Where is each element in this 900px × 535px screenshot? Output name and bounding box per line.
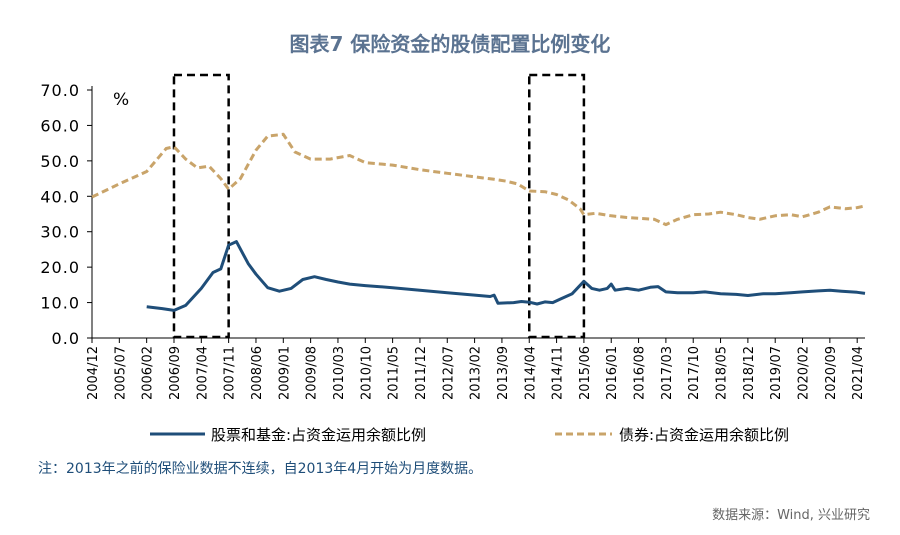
x-tick-label: 2013/02 xyxy=(469,346,484,400)
x-tick-label: 2016/08 xyxy=(633,346,648,400)
x-tick-label: 2010/03 xyxy=(332,346,347,400)
x-tick-label: 2009/08 xyxy=(305,346,320,400)
y-tick-label: 30.0 xyxy=(40,223,80,242)
y-tick-label: 70.0 xyxy=(40,81,80,100)
y-tick-label: 0.0 xyxy=(52,329,80,348)
x-tick-label: 2009/01 xyxy=(277,346,292,400)
footnote: 注：2013年之前的保险业数据不连续，自2013年4月开始为月度数据。 xyxy=(38,461,483,477)
x-tick-label: 2020/09 xyxy=(824,346,839,400)
tick-labels: 0.0 10.0 20.0 30.0 40.0 50.0 60.0 70.0 % 2004/12 2… xyxy=(40,81,866,400)
x-tick-label: 2006/09 xyxy=(168,346,183,400)
x-tick-label: 2020/02 xyxy=(797,346,812,400)
x-tick-label: 2013/09 xyxy=(496,346,511,400)
x-tick-label: 2008/06 xyxy=(250,346,265,400)
x-tick-label: 2018/05 xyxy=(715,346,730,400)
x-tick-label: 2007/04 xyxy=(195,346,210,400)
x-tick-label: 2006/02 xyxy=(141,346,156,400)
x-tick-label: 2011/12 xyxy=(414,346,429,400)
x-tick-label: 2014/11 xyxy=(551,346,566,400)
x-tick-label: 2012/07 xyxy=(441,346,456,400)
x-tick-label: 2021/04 xyxy=(851,346,866,400)
x-tick-label: 2011/05 xyxy=(387,346,402,400)
x-tick-label: 2019/07 xyxy=(769,346,784,400)
x-tick-label: 2005/07 xyxy=(113,346,128,400)
x-tick-label: 2017/10 xyxy=(687,346,702,400)
y-tick-label: 40.0 xyxy=(40,187,80,206)
chart-title: 图表7 保险资金的股债配置比例变化 xyxy=(289,32,611,56)
y-tick-label: 50.0 xyxy=(40,152,80,171)
legend: 股票和基金:占资金运用余额比例 债券:占资金运用余额比例 xyxy=(150,426,789,444)
y-tick-label: 10.0 xyxy=(40,294,80,313)
y-tick-label: 60.0 xyxy=(40,116,80,135)
x-tick-label: 2010/10 xyxy=(359,346,374,400)
series-lines xyxy=(91,132,866,312)
data-source: 数据来源：Wind, 兴业研究 xyxy=(712,508,870,523)
axes xyxy=(87,86,865,343)
x-tick-label: 2015/06 xyxy=(578,346,593,400)
x-tick-label: 2018/12 xyxy=(742,346,757,400)
y-unit-label: % xyxy=(113,90,129,110)
x-tick-label: 2004/12 xyxy=(86,346,101,400)
x-tick-label: 2014/04 xyxy=(523,346,538,400)
legend-bond-label: 债券:占资金运用余额比例 xyxy=(619,426,789,444)
bond-series-line xyxy=(91,132,866,227)
y-tick-label: 20.0 xyxy=(40,258,80,277)
highlight-boxes xyxy=(172,73,586,339)
equity-series-line xyxy=(146,240,866,312)
x-tick-label: 2016/01 xyxy=(605,346,620,400)
legend-equity-label: 股票和基金:占资金运用余额比例 xyxy=(211,426,426,444)
x-tick-label: 2007/11 xyxy=(223,346,238,400)
x-tick-label: 2017/03 xyxy=(660,346,675,400)
highlight-box xyxy=(172,73,230,339)
highlight-box xyxy=(528,73,586,339)
